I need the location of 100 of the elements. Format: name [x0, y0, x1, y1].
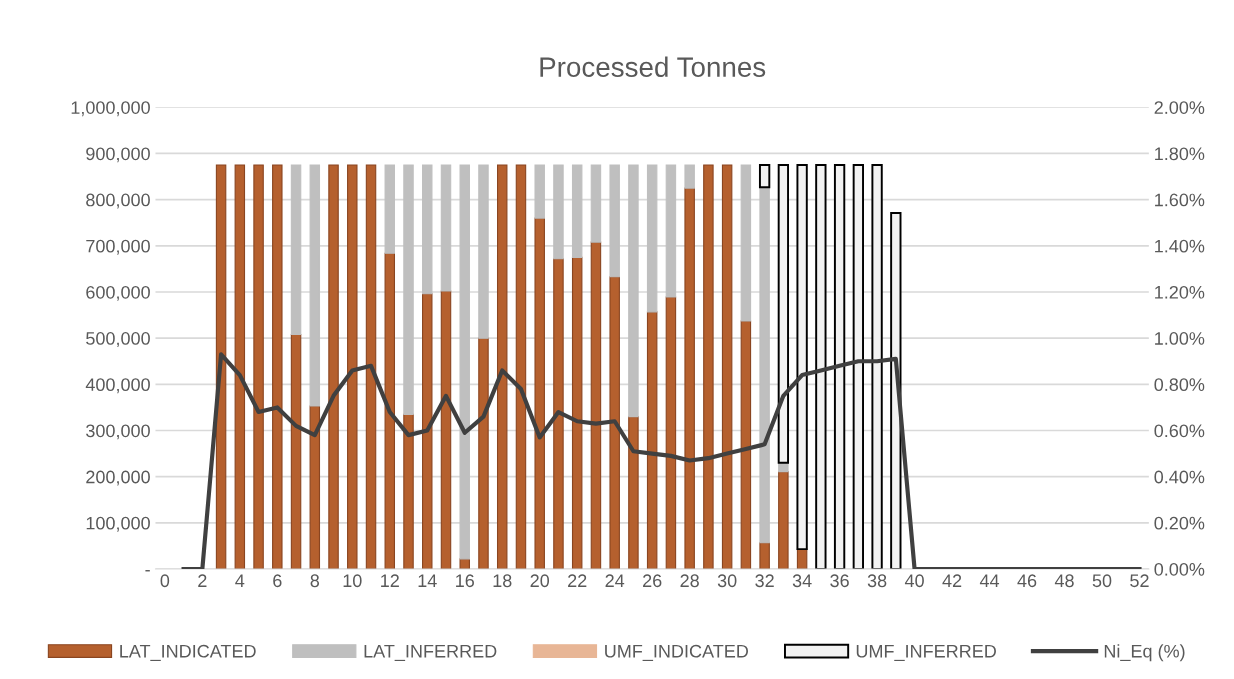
bar [628, 416, 639, 569]
bar [328, 164, 339, 569]
bar [478, 337, 489, 569]
bar [553, 164, 564, 260]
y2-tick-label: 2.00% [1154, 101, 1205, 114]
x-tick-label: 34 [792, 574, 812, 588]
x-tick-label: 26 [643, 574, 662, 588]
y-tick-label: - [145, 570, 150, 572]
bar [590, 164, 602, 243]
x-tick-label: 52 [1130, 574, 1149, 588]
x-tick-label: 40 [904, 574, 924, 588]
bar [422, 293, 433, 569]
y2-tick-label: 1.80% [1155, 147, 1205, 161]
y2-tick-label: 0.40% [1154, 470, 1205, 484]
x-tick-label: 2 [198, 574, 207, 587]
bar [347, 164, 358, 569]
x-tick-label: 28 [680, 574, 699, 588]
bar [590, 241, 602, 569]
bar [515, 164, 527, 569]
bar [403, 164, 414, 415]
y2-tick-label: 1.40% [1155, 239, 1205, 253]
bar [422, 164, 433, 295]
bar [272, 164, 283, 569]
y-tick-label: 300,000 [86, 424, 150, 440]
x-tick-label: 20 [530, 574, 550, 588]
bar [496, 164, 508, 569]
bar [553, 258, 564, 569]
y-tick-label: 700,000 [86, 239, 150, 255]
x-tick-label: 6 [273, 574, 282, 588]
y-tick-label: 1,000,000 [71, 101, 150, 117]
x-tick-label: 30 [717, 574, 737, 588]
y-tick-label: 100,000 [86, 516, 150, 532]
bar [740, 320, 752, 569]
bar [234, 164, 246, 569]
y2-tick-label: 0.80% [1154, 378, 1205, 392]
bar [758, 164, 771, 189]
y-tick-label: 400,000 [85, 378, 150, 394]
y2-tick-label: 1.20% [1155, 285, 1205, 299]
x-tick-label: 4 [235, 574, 245, 587]
x-tick-label: 48 [1054, 574, 1074, 588]
legend-label: UMF_INFERRED [856, 644, 996, 661]
legend-label: Ni_Eq (%) [1104, 644, 1185, 662]
x-tick-label: 44 [979, 574, 1000, 587]
bar [534, 217, 545, 569]
x-tick-label: 22 [568, 574, 587, 587]
bar [459, 164, 470, 560]
bar [384, 164, 396, 254]
bar [628, 164, 639, 418]
x-tick-label: 42 [942, 574, 962, 587]
bar [440, 164, 452, 292]
legend-label: LAT_INDICATED [120, 644, 256, 661]
bar [871, 164, 883, 569]
y2-tick-label: 1.00% [1155, 332, 1205, 345]
x-tick-label: 24 [605, 574, 625, 587]
y-tick-label: 200,000 [86, 470, 150, 486]
bar [609, 164, 620, 278]
bar [777, 164, 790, 464]
bar [440, 290, 452, 569]
bar [571, 256, 583, 569]
y-tick-label: 900,000 [86, 147, 150, 163]
bar [759, 186, 770, 544]
bar [721, 164, 733, 569]
x-tick-label: 8 [310, 574, 320, 588]
y2-tick-label: 0.60% [1154, 424, 1205, 438]
bar [534, 164, 545, 219]
x-tick-label: 18 [493, 574, 512, 588]
x-tick-label: 38 [867, 574, 887, 588]
bar [703, 164, 714, 569]
x-tick-label: 10 [343, 574, 362, 588]
legend-label: LAT_INFERRED [364, 644, 497, 661]
x-tick-label: 32 [755, 574, 774, 588]
chart-title: Processed Tonnes [540, 56, 766, 77]
bar [796, 164, 808, 551]
bar [478, 164, 489, 339]
bar [833, 164, 846, 569]
bar [253, 164, 264, 569]
x-tick-label: 16 [456, 574, 474, 588]
x-tick-label: 46 [1017, 574, 1037, 588]
x-tick-label: 14 [418, 574, 437, 587]
y2-tick-label: 0.00% [1154, 562, 1205, 576]
x-tick-label: 12 [381, 574, 399, 587]
y-tick-label: 800,000 [86, 193, 150, 209]
bar [384, 252, 396, 569]
line-series [181, 352, 1142, 569]
bar [684, 187, 695, 569]
bar [759, 542, 770, 569]
bar [684, 164, 695, 189]
bar [646, 311, 658, 569]
bar [571, 164, 583, 258]
bar [403, 413, 414, 569]
y-tick-label: 600,000 [86, 285, 150, 301]
y2-tick-label: 1.60% [1155, 193, 1205, 207]
bar [290, 164, 302, 336]
bar [890, 212, 902, 569]
x-tick-label: 0 [160, 574, 170, 588]
y2-tick-label: 0.20% [1154, 516, 1205, 530]
x-tick-label: 50 [1092, 574, 1112, 588]
bar [852, 164, 864, 569]
bar [365, 164, 377, 569]
y-tick-label: 500,000 [86, 332, 150, 347]
